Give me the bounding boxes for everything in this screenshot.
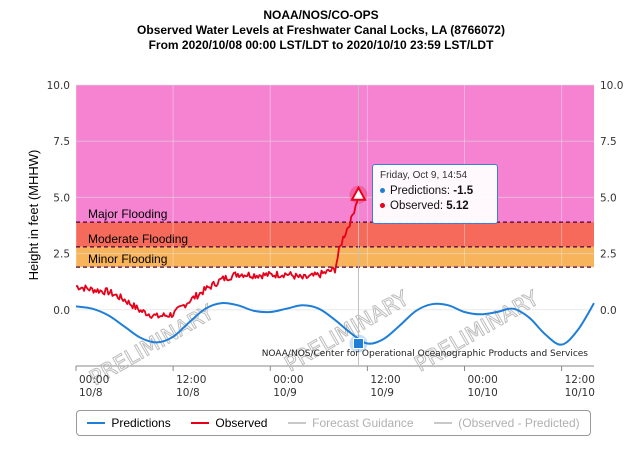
observed-line	[75, 194, 360, 319]
x-tick-date-2: 10/9	[273, 387, 297, 399]
chart-title-block: NOAA/NOS/CO-OPS Observed Water Levels at…	[0, 8, 642, 53]
x-tick-time-2: 00:00	[273, 374, 303, 386]
x-tick-date-0: 10/8	[79, 387, 103, 399]
x-tick-date-5: 10/10	[565, 387, 595, 399]
flood-band-1	[76, 222, 594, 247]
credit-text: NOAA/NOS/Center for Operational Oceanogr…	[262, 349, 589, 359]
predictions-dot	[380, 188, 385, 194]
x-tick-date-3: 10/9	[370, 387, 394, 399]
flood-band-label-0: Major Flooding	[88, 207, 167, 221]
y-tick-right-0: 10.0	[600, 80, 623, 92]
legend-item-observed[interactable]: Observed	[191, 416, 267, 430]
y-tick-left-0: 10.0	[47, 80, 70, 92]
y-axis-label: Height in feet (MHHW)	[26, 150, 41, 281]
tooltip-date: Friday, Oct 9, 14:54	[380, 170, 468, 181]
legend-predictions-label: Predictions	[111, 416, 171, 430]
hover-tooltip: Friday, Oct 9, 14:54 Predictions: -1.5 O…	[372, 164, 498, 224]
observed-dot	[380, 203, 385, 209]
legend-difference-label: (Observed - Predicted)	[458, 416, 580, 430]
y-tick-right-1: 7.5	[600, 136, 617, 148]
watermark-2: PRELIMINARY	[411, 286, 543, 376]
x-tick-date-4: 10/10	[468, 387, 498, 399]
flood-band-label-1: Moderate Flooding	[88, 232, 188, 246]
chart-title-range: From 2020/10/08 00:00 LST/LDT to 2020/10…	[148, 38, 494, 52]
chart-legend: Predictions Observed Forecast Guidance (…	[76, 410, 591, 436]
flood-band-0	[76, 85, 594, 223]
legend-forecast-swatch	[288, 422, 307, 424]
chart-title-agency: NOAA/NOS/CO-OPS	[263, 8, 379, 22]
tooltip-obs-value: 5.12	[446, 200, 469, 212]
legend-forecast-label: Forecast Guidance	[312, 416, 414, 430]
tooltip-observed-row: Observed: 5.12	[380, 199, 490, 214]
legend-item-forecast[interactable]: Forecast Guidance	[288, 416, 414, 430]
tooltip-obs-label: Observed:	[390, 200, 444, 212]
x-tick-time-3: 12:00	[370, 374, 400, 386]
x-tick-time-4: 00:00	[468, 374, 498, 386]
predictions-marker-square	[352, 338, 364, 350]
observed-marker-triangle	[350, 185, 367, 201]
chart-title-station: Observed Water Levels at Freshwater Cana…	[137, 23, 505, 37]
y-tick-left-2: 5.0	[53, 192, 70, 204]
y-tick-right-3: 2.5	[600, 249, 617, 261]
tooltip-pred-label: Predictions:	[390, 185, 451, 197]
predictions-line	[75, 301, 595, 346]
tooltip-pred-value: -1.5	[453, 185, 474, 197]
y-tick-right-2: 5.0	[600, 192, 617, 204]
legend-item-predictions[interactable]: Predictions	[87, 416, 171, 430]
legend-item-difference[interactable]: (Observed - Predicted)	[434, 416, 580, 430]
legend-difference-swatch	[434, 422, 453, 424]
y-tick-right-4: 0.0	[600, 305, 617, 317]
legend-predictions-swatch	[87, 422, 106, 424]
flood-band-2	[76, 246, 594, 268]
tooltip-predictions-row: Predictions: -1.5	[380, 184, 490, 199]
legend-observed-label: Observed	[215, 416, 268, 430]
x-tick-time-1: 12:00	[176, 374, 206, 386]
y-tick-left-1: 7.5	[53, 136, 70, 148]
legend-observed-swatch	[191, 422, 210, 424]
x-tick-time-5: 12:00	[565, 374, 595, 386]
y-tick-left-4: 0.0	[53, 305, 70, 317]
x-tick-date-1: 10/8	[176, 387, 200, 399]
flood-band-label-2: Minor Flooding	[88, 252, 167, 266]
y-tick-left-3: 2.5	[53, 249, 70, 261]
x-tick-time-0: 00:00	[79, 374, 109, 386]
